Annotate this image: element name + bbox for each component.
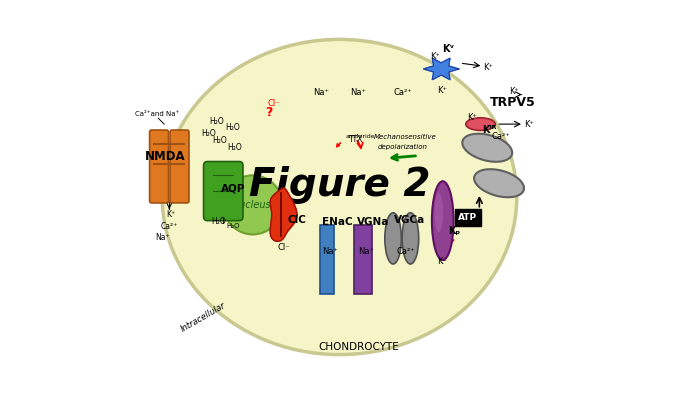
Text: AQP: AQP [221, 183, 245, 193]
Text: K⁺: K⁺ [468, 113, 477, 122]
Bar [320, 225, 333, 294]
Bar [354, 225, 372, 294]
Text: K⁻: K⁻ [437, 257, 447, 266]
Ellipse shape [435, 193, 443, 232]
Ellipse shape [402, 213, 419, 264]
Text: TRPV5: TRPV5 [490, 97, 536, 110]
Text: Ca²⁺: Ca²⁺ [491, 132, 510, 141]
Text: K⁺: K⁺ [166, 210, 175, 219]
Ellipse shape [462, 134, 512, 162]
Ellipse shape [223, 175, 282, 234]
Text: amiloride: amiloride [337, 134, 375, 147]
Text: H₂O: H₂O [210, 117, 224, 126]
Text: K⁺: K⁺ [437, 85, 447, 95]
Text: Ca²⁺: Ca²⁺ [160, 221, 177, 230]
Text: depolarization: depolarization [378, 144, 428, 150]
Ellipse shape [474, 169, 524, 197]
Ellipse shape [432, 181, 454, 260]
Text: Cl⁻: Cl⁻ [268, 99, 280, 108]
Text: Intracellular: Intracellular [179, 301, 227, 334]
Text: Na⁺: Na⁺ [313, 87, 329, 97]
Text: K⁺: K⁺ [509, 87, 519, 96]
Text: Ca²⁺: Ca²⁺ [397, 247, 416, 256]
FancyBboxPatch shape [170, 130, 189, 203]
Text: Na⁺: Na⁺ [155, 233, 170, 242]
Text: Ca²⁺: Ca²⁺ [394, 87, 413, 97]
Text: K⁺: K⁺ [524, 120, 534, 129]
Polygon shape [270, 188, 297, 242]
Text: ClC: ClC [287, 215, 306, 225]
FancyBboxPatch shape [204, 162, 243, 221]
Text: Ca²⁺and Na⁺: Ca²⁺and Na⁺ [134, 111, 179, 117]
Ellipse shape [162, 39, 517, 355]
Text: CHONDROCYTE: CHONDROCYTE [319, 342, 399, 352]
Text: ?: ? [265, 106, 273, 119]
Text: TTX: TTX [350, 135, 364, 144]
Text: Kᴵᴿ: Kᴵᴿ [482, 125, 496, 135]
Text: K⁺: K⁺ [483, 63, 494, 72]
Text: H₂O: H₂O [226, 223, 240, 229]
Text: nucleus: nucleus [234, 200, 272, 210]
Text: Na⁺: Na⁺ [359, 247, 374, 256]
Text: Na⁺: Na⁺ [322, 247, 338, 256]
Text: Kₚ: Kₚ [448, 227, 460, 236]
Ellipse shape [466, 118, 495, 130]
Text: H₂O: H₂O [225, 123, 240, 132]
Text: H₂O: H₂O [213, 136, 227, 145]
Text: Na⁺: Na⁺ [350, 87, 367, 97]
FancyBboxPatch shape [149, 130, 168, 203]
Text: Cl⁻: Cl⁻ [277, 243, 290, 252]
Text: VGNa: VGNa [357, 217, 390, 227]
Text: Kᵛ: Kᵛ [442, 44, 454, 54]
Text: NMDA: NMDA [145, 150, 185, 163]
Text: ENaC: ENaC [322, 217, 353, 227]
Text: Figure 2: Figure 2 [249, 166, 430, 204]
Text: H₂O: H₂O [227, 143, 242, 152]
Polygon shape [424, 58, 459, 80]
Ellipse shape [385, 213, 401, 264]
Text: ATP: ATP [458, 213, 477, 222]
Text: K⁺: K⁺ [430, 52, 440, 61]
Text: H₂O: H₂O [211, 217, 226, 226]
Text: Mechanosensitive: Mechanosensitive [374, 134, 437, 140]
Text: H₂O: H₂O [201, 129, 215, 138]
Text: VGCa: VGCa [394, 215, 425, 225]
FancyBboxPatch shape [454, 209, 481, 226]
